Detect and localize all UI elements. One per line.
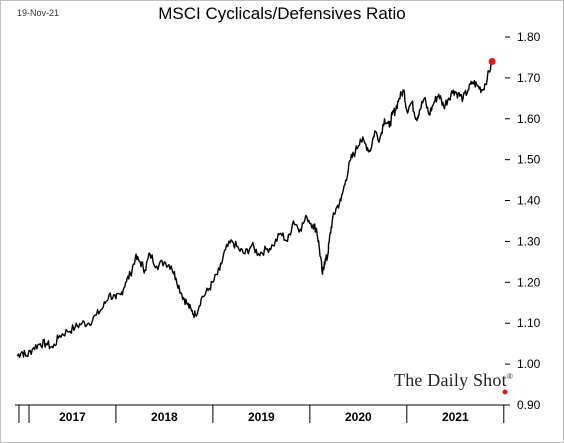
x-year-label: 2018 <box>151 410 178 424</box>
x-axis-ticks <box>18 405 505 423</box>
branding-logo: The Daily Shot® <box>394 370 513 391</box>
x-year-label: 2021 <box>442 410 469 424</box>
y-tick-label: 0.90 <box>517 398 541 412</box>
date-stamp: 19-Nov-21 <box>17 8 60 18</box>
x-axis-year-labels: 2017 2018 2019 2020 2021 <box>59 410 469 424</box>
chart-title: MSCI Cyclicals/Defensives Ratio <box>158 4 406 23</box>
axis-baseline-marker <box>502 389 508 395</box>
x-year-label: 2019 <box>248 410 275 424</box>
y-tick-label: 1.40 <box>517 194 541 208</box>
y-tick-label: 1.80 <box>517 30 541 44</box>
y-tick-label: 1.50 <box>517 153 541 167</box>
y-axis-ticks: 0.90 1.00 1.10 1.20 1.30 1.40 1.50 1.60 1.70 1.80 <box>505 30 541 412</box>
x-year-label: 2017 <box>59 410 86 424</box>
y-tick-label: 1.70 <box>517 71 541 85</box>
series-line <box>16 59 493 358</box>
x-year-label: 2020 <box>345 410 372 424</box>
y-tick-label: 1.60 <box>517 112 541 126</box>
y-tick-label: 1.00 <box>517 357 541 371</box>
y-tick-label: 1.30 <box>517 234 541 248</box>
branding-name: The Daily Shot <box>394 370 507 390</box>
y-tick-label: 1.10 <box>517 316 541 330</box>
branding-mark: ® <box>506 372 514 381</box>
endpoint-marker <box>488 58 496 66</box>
y-tick-label: 1.20 <box>517 275 541 289</box>
